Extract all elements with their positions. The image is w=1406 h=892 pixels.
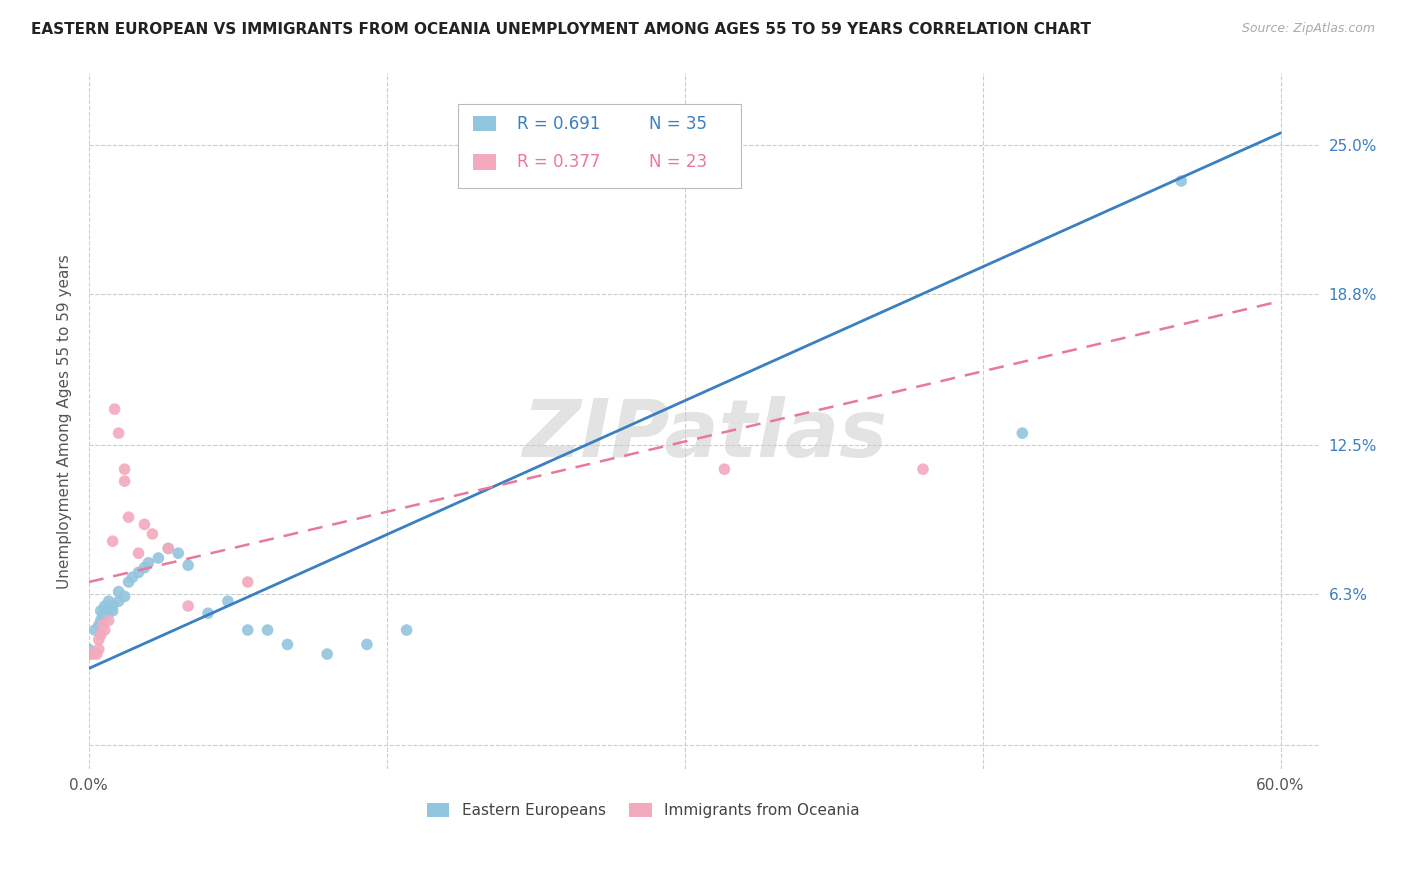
Point: [128, 566, 150, 580]
Point: [134, 560, 156, 574]
Point: [236, 623, 259, 637]
Point: [87, 632, 110, 647]
Point: [114, 590, 136, 604]
Y-axis label: Unemployment Among Ages 55 to 59 years: Unemployment Among Ages 55 to 59 years: [58, 253, 72, 589]
Text: Source: ZipAtlas.com: Source: ZipAtlas.com: [1241, 22, 1375, 36]
Point: [1170, 174, 1192, 188]
Point: [86, 647, 108, 661]
Point: [101, 534, 124, 549]
Text: R = 0.377: R = 0.377: [517, 153, 600, 171]
Point: [87, 618, 110, 632]
Point: [107, 594, 129, 608]
Point: [107, 584, 129, 599]
Point: [93, 608, 115, 623]
FancyBboxPatch shape: [472, 116, 496, 131]
Point: [87, 642, 110, 657]
Point: [90, 614, 112, 628]
Point: [197, 606, 219, 620]
Point: [713, 462, 735, 476]
Point: [93, 599, 115, 613]
Point: [157, 541, 180, 556]
Point: [1011, 426, 1033, 441]
Point: [217, 594, 239, 608]
Point: [97, 604, 120, 618]
FancyBboxPatch shape: [458, 104, 741, 188]
Point: [107, 426, 129, 441]
Point: [97, 594, 120, 608]
Point: [911, 462, 934, 476]
Point: [128, 546, 150, 560]
Point: [121, 570, 143, 584]
Point: [117, 574, 139, 589]
Point: [93, 623, 115, 637]
Point: [148, 551, 170, 566]
Text: N = 35: N = 35: [650, 115, 707, 133]
Point: [77, 642, 100, 657]
Point: [83, 623, 105, 637]
Text: ZIPatlas: ZIPatlas: [522, 396, 887, 474]
Point: [167, 546, 190, 560]
Point: [134, 517, 156, 532]
Point: [77, 647, 100, 661]
Point: [141, 527, 163, 541]
Point: [114, 474, 136, 488]
Point: [177, 558, 200, 573]
Point: [236, 574, 259, 589]
Text: N = 23: N = 23: [650, 153, 707, 171]
Point: [356, 637, 378, 651]
Point: [97, 614, 120, 628]
Point: [157, 541, 180, 556]
FancyBboxPatch shape: [472, 154, 496, 169]
Point: [101, 599, 124, 613]
Text: EASTERN EUROPEAN VS IMMIGRANTS FROM OCEANIA UNEMPLOYMENT AMONG AGES 55 TO 59 YEA: EASTERN EUROPEAN VS IMMIGRANTS FROM OCEA…: [31, 22, 1091, 37]
Point: [104, 402, 127, 417]
Point: [91, 618, 114, 632]
Point: [90, 604, 112, 618]
Point: [101, 604, 124, 618]
Point: [82, 647, 104, 661]
Point: [114, 462, 136, 476]
Point: [256, 623, 278, 637]
Point: [90, 628, 112, 642]
Legend: Eastern Europeans, Immigrants from Oceania: Eastern Europeans, Immigrants from Ocean…: [420, 797, 866, 824]
Point: [177, 599, 200, 613]
Point: [77, 647, 100, 661]
Text: R = 0.691: R = 0.691: [517, 115, 600, 133]
Point: [395, 623, 418, 637]
Point: [276, 637, 298, 651]
Point: [117, 510, 139, 524]
Point: [138, 556, 160, 570]
Point: [91, 608, 114, 623]
Point: [316, 647, 339, 661]
